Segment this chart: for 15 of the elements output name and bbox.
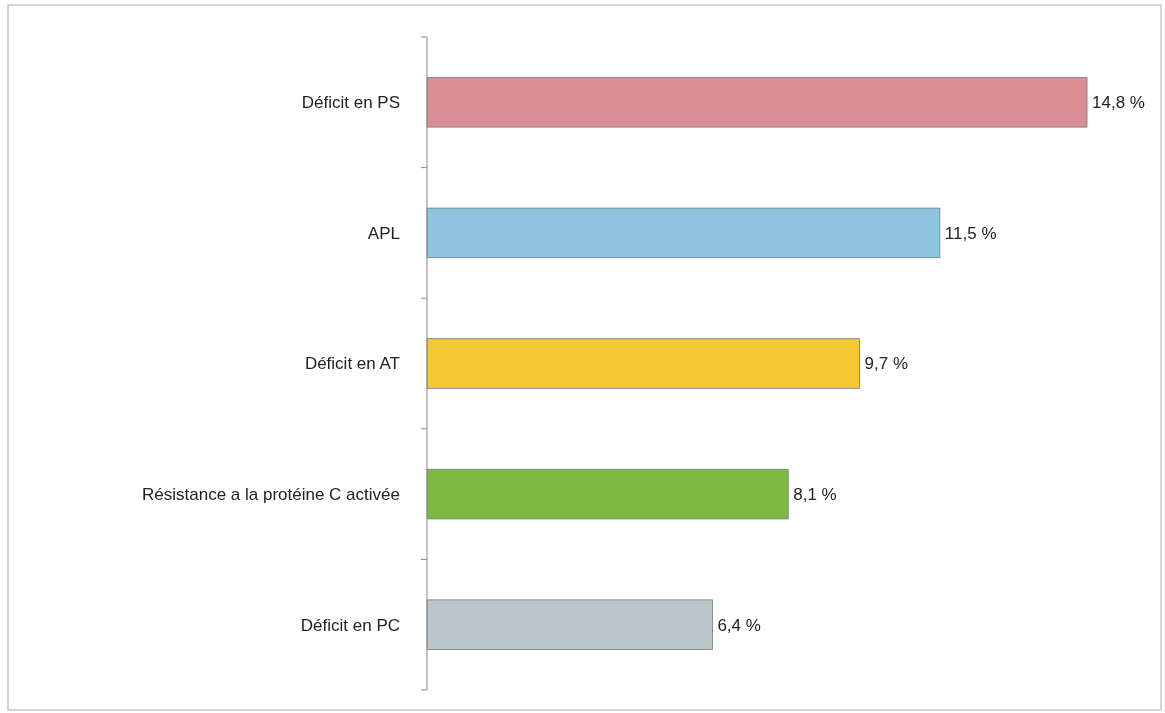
bar bbox=[426, 77, 1088, 128]
y-tick-label: APL bbox=[367, 223, 400, 243]
data-label: 8,1 % bbox=[793, 485, 837, 505]
data-label: 6,4 % bbox=[717, 615, 761, 635]
data-label: 11,5 % bbox=[944, 223, 997, 243]
y-tick-label: Résistance a la protéine C activée bbox=[142, 485, 400, 505]
data-label: 14,8 % bbox=[1092, 93, 1145, 113]
y-tick-label: Déficit en PC bbox=[300, 615, 400, 635]
data-label: 9,7 % bbox=[864, 354, 909, 374]
bar bbox=[426, 599, 713, 650]
bar bbox=[426, 338, 860, 389]
y-tick-label: Déficit en AT bbox=[304, 354, 400, 374]
y-tick-label: Déficit en PS bbox=[301, 93, 400, 113]
bar bbox=[426, 207, 941, 259]
bar bbox=[426, 468, 789, 520]
